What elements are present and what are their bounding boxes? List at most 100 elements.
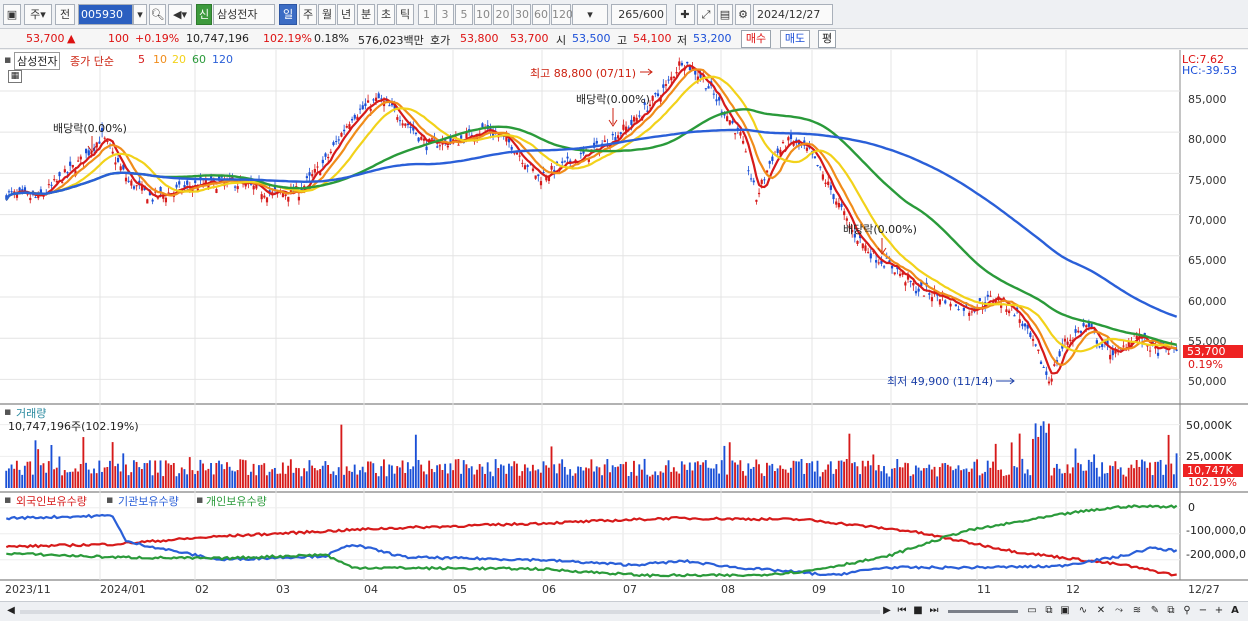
candle-body xyxy=(311,174,314,177)
trade-value: 576,023백만 xyxy=(358,34,424,47)
volume-bar xyxy=(1098,476,1101,488)
interval-dropdown[interactable]: ▾ xyxy=(572,4,608,25)
minus-icon[interactable]: − xyxy=(1198,605,1208,616)
scroll-left-icon[interactable]: ◀ xyxy=(7,605,15,616)
volume-bar xyxy=(409,469,412,488)
fib-tool-icon[interactable]: ≋ xyxy=(1132,605,1142,616)
period-button-6[interactable]: 틱 xyxy=(396,4,414,25)
layout-icon[interactable]: ▭ xyxy=(1027,605,1037,616)
candle-body xyxy=(1082,323,1085,327)
candle-body xyxy=(1111,350,1114,356)
gear-icon[interactable]: ⚙ xyxy=(735,4,751,25)
last-icon[interactable]: ⏭ xyxy=(929,605,939,616)
volume-bar xyxy=(1175,453,1178,488)
interval-button-2[interactable]: 5 xyxy=(455,4,473,25)
sell-button[interactable]: 매도 xyxy=(780,30,810,48)
period-button-0[interactable]: 일 xyxy=(279,4,297,25)
cross-tool-icon[interactable]: ✕ xyxy=(1096,605,1106,616)
zoom-icon[interactable]: ⚲ xyxy=(1183,605,1191,616)
candle-body xyxy=(297,196,301,201)
chart-canvas[interactable] xyxy=(0,50,1248,602)
copy-icon[interactable]: ⧉ xyxy=(1167,605,1175,616)
brush-tool-icon[interactable]: ✎ xyxy=(1150,605,1160,616)
buy-button[interactable]: 매수 xyxy=(741,30,771,48)
date-input[interactable]: 2024/12/27 xyxy=(753,4,833,25)
count-value: 265 xyxy=(618,8,640,21)
candle-body xyxy=(720,111,723,113)
interval-button-4[interactable]: 20 xyxy=(493,4,512,25)
period-button-5[interactable]: 초 xyxy=(377,4,395,25)
speaker-icon[interactable]: ◀▾ xyxy=(168,4,192,25)
scroll-right-icon[interactable]: ▶ xyxy=(883,605,891,616)
interval-button-1[interactable]: 3 xyxy=(436,4,454,25)
period-button-2[interactable]: 월 xyxy=(318,4,336,25)
candle-body xyxy=(715,99,718,102)
zoom-slider[interactable] xyxy=(948,610,1018,613)
chart-area[interactable]: ▪ 삼성전자 종가 단순 5 10 20 60 120 ▦ LC:7.62 HC:-39… xyxy=(0,50,1248,602)
candle-body xyxy=(281,193,285,198)
trend-tool-icon[interactable]: ⤳ xyxy=(1115,605,1123,616)
volume-bar xyxy=(579,466,582,488)
font-size-icon[interactable]: A xyxy=(1231,605,1239,616)
volume-bar xyxy=(327,465,330,488)
scroll-track[interactable] xyxy=(20,610,880,614)
interval-button-0[interactable]: 1 xyxy=(418,4,435,25)
candle-body xyxy=(95,142,98,148)
draw-tool-icon[interactable]: ⤢ xyxy=(697,4,715,25)
volume-bar xyxy=(731,460,734,488)
foreign-holding-legend: 외국인보유수량 xyxy=(16,495,87,508)
period-select[interactable]: 주▾ xyxy=(24,4,52,25)
volume-bar xyxy=(1167,434,1170,488)
table-icon[interactable]: ▦ xyxy=(8,70,22,83)
interval-button-7[interactable]: 120 xyxy=(551,4,573,25)
stop-icon[interactable]: ■ xyxy=(913,605,923,616)
candle-body xyxy=(263,195,266,198)
interval-button-5[interactable]: 30 xyxy=(513,4,531,25)
plus-icon[interactable]: + xyxy=(1214,605,1224,616)
candle-body xyxy=(167,192,170,194)
holdings-tick-3: -200,000,0 xyxy=(1186,548,1246,561)
crosshair-icon[interactable]: ✚ xyxy=(675,4,695,25)
volume-bar xyxy=(909,475,912,488)
holdings-dots-icon: ▪ xyxy=(4,493,12,506)
panel-icon[interactable]: ▣ xyxy=(1060,605,1070,616)
period-button-1[interactable]: 주 xyxy=(299,4,317,25)
grid-icon[interactable]: ⧉ xyxy=(1045,605,1053,616)
eval-button[interactable]: 평 xyxy=(818,30,836,48)
candle-body xyxy=(651,95,654,101)
volume-bar xyxy=(678,473,681,488)
period-button-4[interactable]: 분 xyxy=(357,4,375,25)
dividend-arrow-3 xyxy=(877,238,887,255)
save-icon[interactable]: ▤ xyxy=(717,4,733,25)
first-icon[interactable]: ⏮ xyxy=(897,605,907,616)
search-icon[interactable]: 🔍︎ xyxy=(149,4,166,25)
line-tool-icon[interactable]: ∿ xyxy=(1078,605,1088,616)
volume-bar xyxy=(175,476,178,488)
prev-button[interactable]: 전 xyxy=(55,4,75,25)
count-display[interactable]: 265/600 xyxy=(611,4,667,25)
candle-body xyxy=(358,108,362,110)
candle-body xyxy=(763,179,766,181)
chevron-down-icon[interactable]: ▾ xyxy=(133,4,147,25)
interval-button-3[interactable]: 10 xyxy=(474,4,492,25)
scroll-bar[interactable]: ◀ ▶ ⏮ ■ ⏭ ▭ ⧉ ▣ ∿ ✕ ⤳ ≋ ✎ ⧉ ⚲ − + A xyxy=(0,601,1248,621)
candle-body xyxy=(694,70,697,75)
volume-bar xyxy=(813,471,816,488)
volume-bar xyxy=(138,467,141,488)
volume-bar xyxy=(420,464,423,488)
foreign-holding-line xyxy=(5,515,1177,577)
candle-body xyxy=(1109,354,1112,360)
candle-body xyxy=(372,99,375,101)
window-icon[interactable]: ▣ xyxy=(3,4,21,25)
shin-badge[interactable]: 신 xyxy=(196,4,212,25)
stock-tag[interactable]: 삼성전자 xyxy=(14,52,61,70)
stock-code-input[interactable]: 005930 xyxy=(78,4,133,25)
period-button-3[interactable]: 년 xyxy=(337,4,355,25)
candle-body xyxy=(712,93,715,95)
candle-body xyxy=(324,153,327,157)
candle-body xyxy=(1063,338,1067,342)
volume-bar xyxy=(614,467,617,488)
volume-bar xyxy=(1029,475,1032,488)
candle-body xyxy=(1026,324,1029,329)
interval-button-6[interactable]: 60 xyxy=(532,4,550,25)
